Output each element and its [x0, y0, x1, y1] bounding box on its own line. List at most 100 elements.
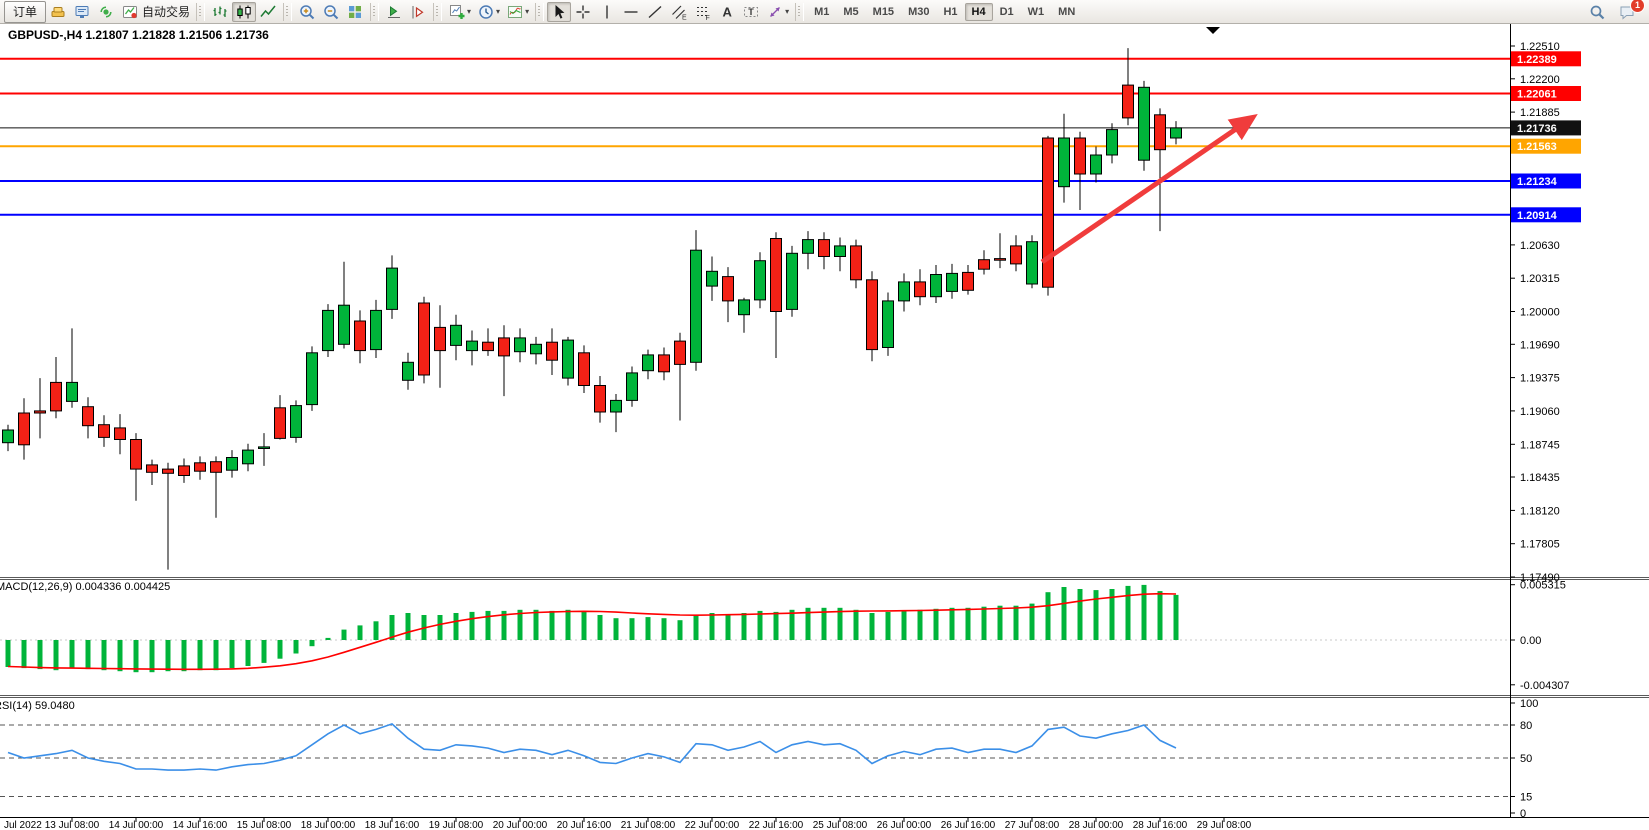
svg-text:19 Jul 08:00: 19 Jul 08:00: [429, 820, 484, 830]
svg-text:1.22200: 1.22200: [1520, 74, 1560, 86]
zoom-in-icon[interactable]: [295, 2, 319, 22]
svg-text:20 Jul 16:00: 20 Jul 16:00: [557, 820, 612, 830]
time-axis[interactable]: Jul 2022 13 Jul 08:00 14 Jul 00:00 14 Jul 1…: [4, 817, 1252, 830]
timeframe-m30-button[interactable]: M30: [908, 5, 930, 18]
svg-text:29 Jul 08:00: 29 Jul 08:00: [1197, 820, 1252, 830]
signals-icon[interactable]: [94, 2, 118, 22]
svg-text:0.00: 0.00: [1520, 635, 1541, 647]
price-level-lines[interactable]: [0, 57, 1510, 216]
timeframe-w1-button[interactable]: W1: [1027, 5, 1045, 18]
arrows-icon[interactable]: ▾: [763, 2, 792, 22]
svg-text:-0.004307: -0.004307: [1520, 680, 1570, 692]
crosshair-icon[interactable]: [571, 2, 595, 22]
fibonacci-icon[interactable]: F: [691, 2, 715, 22]
arrows-glyph: [770, 6, 781, 17]
trendline-icon[interactable]: [643, 2, 667, 22]
svg-text:1.20315: 1.20315: [1520, 273, 1560, 285]
timeframe-m15-button[interactable]: M15: [872, 5, 895, 18]
svg-text:1.20000: 1.20000: [1520, 307, 1560, 319]
svg-text:14 Jul 16:00: 14 Jul 16:00: [173, 820, 228, 830]
text-label-icon[interactable]: T: [739, 2, 763, 22]
toolbar-separator: [535, 2, 545, 21]
price-level-badges: 1.22389 1.22061 1.21736 1.21563 1.21234 1.209…: [1511, 51, 1581, 223]
equidistant-channel-icon[interactable]: E: [667, 2, 691, 22]
chevron-down-icon: ▾: [467, 7, 472, 16]
autotrading-button[interactable]: 自动交易: [118, 2, 193, 22]
svg-text:1.18120: 1.18120: [1520, 505, 1560, 517]
horizontal-line-icon[interactable]: [619, 2, 643, 22]
svg-text:28 Jul 00:00: 28 Jul 00:00: [1069, 820, 1124, 830]
labelT-glyph: T: [744, 6, 759, 17]
gold-glyph: [51, 6, 65, 17]
chevron-down-icon: ▾: [785, 7, 790, 16]
chartshift-glyph: [412, 5, 424, 18]
svg-text:1.17490: 1.17490: [1520, 572, 1560, 584]
template-glyph: [508, 5, 523, 18]
chat-unread-badge: 1: [1630, 0, 1645, 13]
zoomin-glyph: [300, 4, 315, 19]
svg-text:1.19375: 1.19375: [1520, 373, 1560, 385]
periods-clock-icon[interactable]: ▾: [474, 2, 503, 22]
toolbar-separator: [795, 2, 805, 21]
toolbar-separator: [433, 2, 443, 21]
svg-text:F: F: [706, 15, 710, 21]
clock-glyph: [479, 4, 493, 19]
line-chart-icon[interactable]: [256, 2, 280, 22]
gbpusd-h4-chart[interactable]: 1.22510 1.22200 1.21885 1.20630 1.20315 1.200…: [0, 24, 1649, 830]
svg-text:15 Jul 08:00: 15 Jul 08:00: [237, 820, 292, 830]
svg-text:1.19690: 1.19690: [1520, 339, 1560, 351]
svg-text:1.21234: 1.21234: [1517, 176, 1558, 188]
auto-scroll-icon[interactable]: [382, 2, 406, 22]
timeframe-h1-button[interactable]: H1: [943, 5, 958, 18]
templates-icon[interactable]: ▾: [503, 2, 532, 22]
chart-shift-icon[interactable]: [406, 2, 430, 22]
svg-text:0: 0: [1520, 808, 1526, 820]
svg-text:1.18435: 1.18435: [1520, 472, 1560, 484]
zoom-out-icon[interactable]: [319, 2, 343, 22]
autotrading-button-label: 自动交易: [142, 5, 191, 19]
svg-text:1.22061: 1.22061: [1517, 89, 1557, 101]
bar-chart-icon[interactable]: [208, 2, 232, 22]
svg-text:T: T: [748, 7, 754, 17]
cursor-icon[interactable]: [547, 1, 572, 22]
svg-text:22 Jul 00:00: 22 Jul 00:00: [685, 820, 740, 830]
autoscroll-glyph: [388, 5, 401, 18]
vertical-line-icon[interactable]: [595, 2, 619, 22]
cursor-glyph: [555, 4, 565, 19]
timeframe-d1-button[interactable]: D1: [999, 5, 1014, 18]
gold-icon[interactable]: [46, 2, 70, 22]
timeframe-m1-button[interactable]: M1: [814, 5, 830, 18]
svg-text:15: 15: [1520, 792, 1532, 804]
candles-glyph: [237, 5, 251, 18]
new-order-button[interactable]: 订单: [4, 0, 47, 23]
new-chart-icon[interactable]: ▾: [445, 2, 474, 22]
svg-text:13 Jul 08:00: 13 Jul 08:00: [45, 820, 100, 830]
candlestick-chart-icon[interactable]: [232, 1, 257, 22]
timeframe-h4-button[interactable]: H4: [964, 2, 993, 21]
timeframe-mn-button[interactable]: MN: [1058, 5, 1076, 18]
svg-text:1.21736: 1.21736: [1517, 123, 1557, 135]
price-axis[interactable]: 1.22510 1.22200 1.21885 1.20630 1.20315 1.200…: [1510, 41, 1560, 584]
text-icon[interactable]: A: [715, 2, 739, 22]
svg-text:18 Jul 00:00: 18 Jul 00:00: [301, 820, 356, 830]
trend-arrow-annotation[interactable]: [1040, 114, 1258, 265]
tile-windows-icon[interactable]: [343, 2, 367, 22]
search-button[interactable]: [1585, 2, 1609, 22]
toolbar-separator: [283, 2, 293, 21]
svg-text:50: 50: [1520, 753, 1532, 765]
chart-shift-marker[interactable]: [1206, 27, 1220, 34]
textA-glyph: A: [723, 4, 733, 19]
chart-canvas[interactable]: 1.22510 1.22200 1.21885 1.20630 1.20315 1.200…: [0, 24, 1649, 830]
terminal-icon[interactable]: [70, 2, 94, 22]
chat-button[interactable]: 1: [1615, 0, 1645, 22]
autotrade-glyph: [123, 5, 138, 18]
hline-glyph: [624, 10, 638, 13]
channel-glyph: E: [672, 5, 687, 21]
chevron-down-icon: ▾: [525, 7, 530, 16]
linechart-glyph: [260, 5, 276, 17]
svg-text:1.20914: 1.20914: [1517, 210, 1558, 222]
svg-text:21 Jul 08:00: 21 Jul 08:00: [621, 820, 676, 830]
pane-separators[interactable]: [0, 24, 1649, 818]
timeframe-m5-button[interactable]: M5: [843, 5, 859, 18]
